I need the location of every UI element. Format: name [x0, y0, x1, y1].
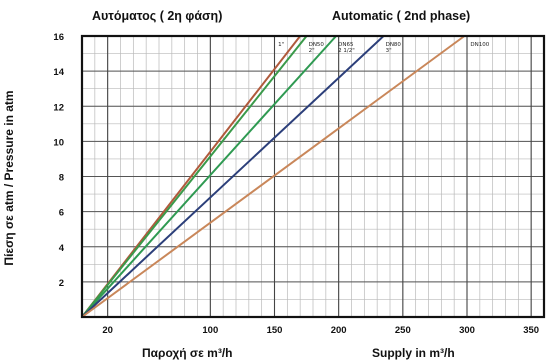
x-tick-label: 350	[523, 325, 539, 336]
y-tick-label: 10	[53, 137, 64, 148]
series-line	[81, 35, 385, 318]
y-tick-labels: 2 4 6 8 10 12 14 16	[53, 32, 64, 289]
series-labels: 1" DN50 2" DN65 2 1/2" DN80 3" DN100	[278, 42, 490, 54]
x-tick-label: 150	[267, 325, 283, 336]
series-label: DN50 2"	[309, 42, 325, 54]
chart-title-english: Automatic ( 2nd phase)	[332, 9, 470, 23]
x-tick-label: 20	[102, 325, 113, 336]
plot-frame	[80, 34, 546, 319]
series-group	[81, 35, 466, 318]
y-tick-label: 16	[53, 32, 64, 43]
y-tick-label: 12	[53, 102, 64, 113]
x-tick-label: 300	[459, 325, 475, 336]
series-line	[81, 35, 308, 318]
y-tick-label: 4	[59, 243, 65, 254]
y-tick-label: 2	[59, 278, 64, 289]
series-line	[81, 35, 466, 318]
series-label: DN65 2 1/2"	[338, 42, 355, 54]
y-tick-label: 8	[59, 173, 64, 184]
y-axis-label: Πίεση σε atm / Pressure in atm	[2, 90, 16, 265]
series-line	[81, 35, 338, 318]
x-axis-label-greek: Παροχή σε m³/h	[142, 346, 233, 360]
x-axis-label-english: Supply in m³/h	[372, 346, 455, 360]
y-tick-label: 14	[53, 67, 64, 78]
y-tick-label: 6	[59, 208, 64, 219]
x-tick-label: 250	[395, 325, 411, 336]
series-label: DN100	[470, 42, 489, 48]
x-tick-label: 200	[331, 325, 347, 336]
series-label: DN80 3"	[386, 42, 402, 54]
chart-title-greek: Αυτόματος ( 2η φάση)	[92, 9, 222, 23]
x-tick-label: 100	[202, 325, 218, 336]
series-label: 1"	[278, 42, 284, 48]
x-tick-labels: 20 100 150 200 250 300 350	[102, 325, 539, 336]
